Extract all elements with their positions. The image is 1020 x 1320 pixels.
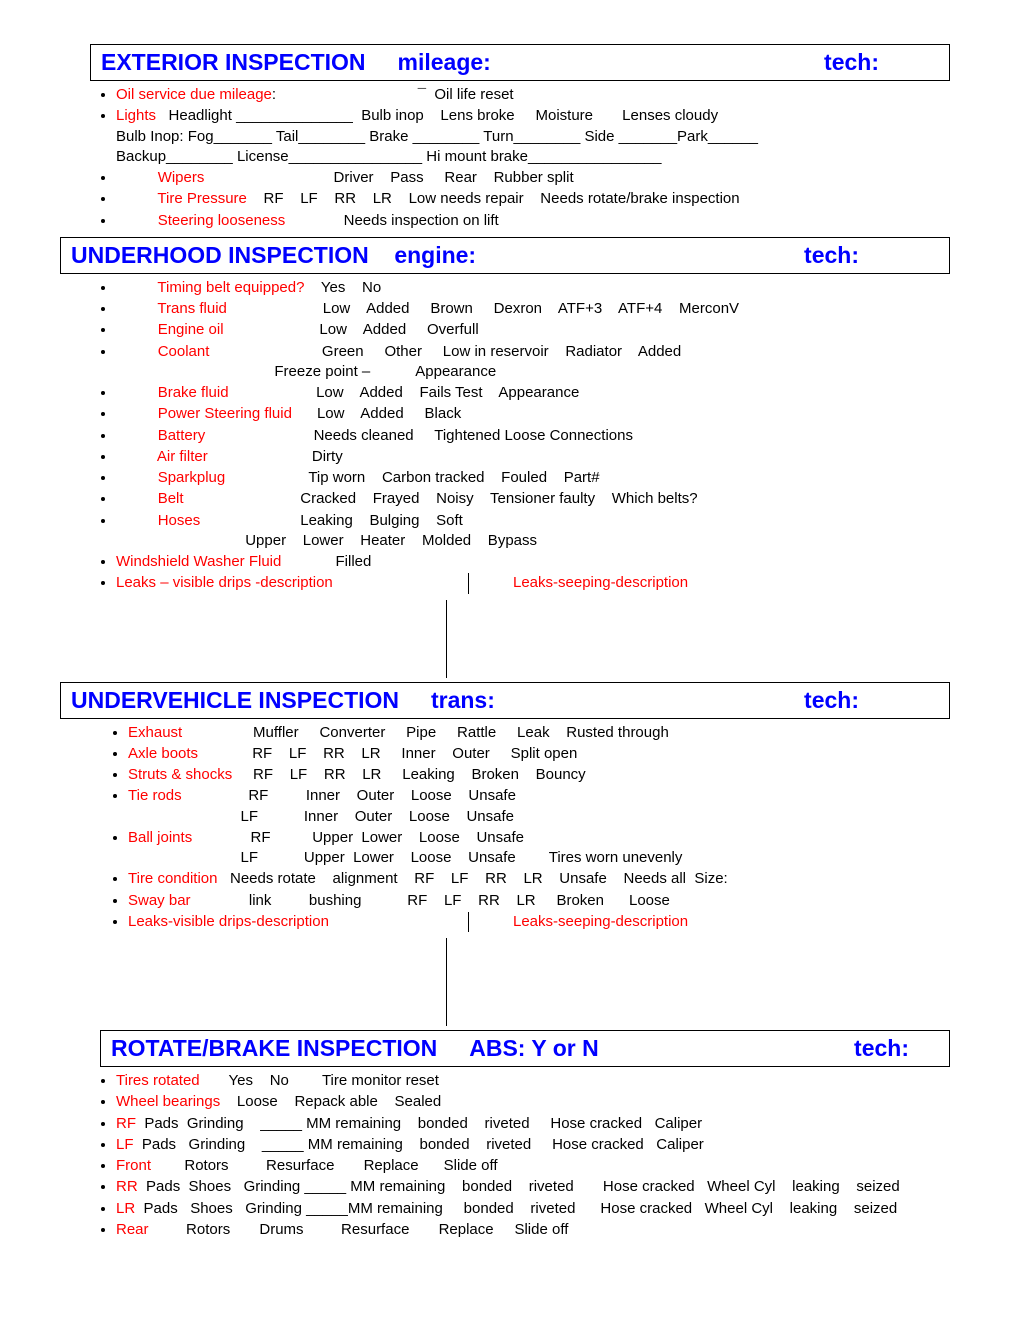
header-title: UNDERHOOD INSPECTION — [71, 242, 369, 269]
rotate-brake-inspection-header: ROTATE/BRAKE INSPECTION ABS: Y or N tech… — [100, 1030, 950, 1067]
rotate-brake-list: Tires rotated Yes No Tire monitor reset … — [70, 1071, 950, 1240]
list-item: Wheel bearings Loose Repack able Sealed — [116, 1092, 950, 1112]
header-tech: tech: — [804, 687, 939, 714]
header-tech: tech: — [804, 242, 939, 269]
list-item: Tire Pressure RF LF RR LR Low needs repa… — [116, 189, 950, 209]
list-item: Brake fluid Low Added Fails Test Appeara… — [116, 383, 950, 403]
list-item: Axle boots RF LF RR LR Inner Outer Split… — [128, 744, 950, 764]
leaks-drips-label: Leaks – visible drips -description — [116, 573, 468, 593]
list-item: Trans fluid Low Added Brown Dexron ATF+3… — [116, 299, 950, 319]
list-item: Tire condition Needs rotate alignment RF… — [128, 869, 950, 889]
leaks-drips-label: Leaks-visible drips-description — [128, 912, 468, 932]
list-item: Rear Rotors Drums Resurface Replace Slid… — [116, 1220, 950, 1240]
list-item: Hoses Leaking Bulging Soft Upper Lower H… — [116, 511, 950, 552]
header-title: ROTATE/BRAKE INSPECTION — [111, 1035, 437, 1062]
leaks-seeping-label: Leaks-seeping-description — [469, 912, 688, 932]
header-tech: tech: — [854, 1035, 939, 1062]
list-item: Belt Cracked Frayed Noisy Tensioner faul… — [116, 489, 950, 509]
header-engine: engine: — [369, 242, 476, 269]
list-item: LF Pads Grinding _____ MM remaining bond… — [116, 1135, 950, 1155]
list-item: RR Pads Shoes Grinding _____ MM remainin… — [116, 1177, 950, 1197]
list-item: Timing belt equipped? Yes No — [116, 278, 950, 298]
list-item: Leaks – visible drips -description Leaks… — [116, 573, 950, 593]
undervehicle-inspection-header: UNDERVEHICLE INSPECTION trans: tech: — [60, 682, 950, 719]
list-item: Sway bar link bushing RF LF RR LR Broken… — [128, 891, 950, 911]
exterior-inspection-header: EXTERIOR INSPECTION mileage: tech: — [90, 44, 950, 81]
list-item: Tie rods RF Inner Outer Loose Unsafe LF … — [128, 786, 950, 827]
exterior-list: Oil service due mileage: ¯ Oil life rese… — [70, 85, 950, 231]
list-item: Oil service due mileage: ¯ Oil life rese… — [116, 85, 950, 105]
list-item: Lights Headlight ______________ Bulb ino… — [116, 106, 950, 167]
header-trans: trans: — [399, 687, 495, 714]
list-item: Exhaust Muffler Converter Pipe Rattle Le… — [128, 723, 950, 743]
leaks-seeping-label: Leaks-seeping-description — [469, 573, 688, 593]
list-item: Power Steering fluid Low Added Black — [116, 404, 950, 424]
list-item: Steering looseness Needs inspection on l… — [116, 211, 950, 231]
list-item: Tires rotated Yes No Tire monitor reset — [116, 1071, 950, 1091]
header-tech: tech: — [824, 49, 939, 76]
list-item: Coolant Green Other Low in reservoir Rad… — [116, 342, 950, 383]
list-item: Engine oil Low Added Overfull — [116, 320, 950, 340]
list-item: Ball joints RF Upper Lower Loose Unsafe … — [128, 828, 950, 869]
header-abs: ABS: Y or N — [437, 1035, 598, 1062]
list-item: Sparkplug Tip worn Carbon tracked Fouled… — [116, 468, 950, 488]
list-item: Struts & shocks RF LF RR LR Leaking Brok… — [128, 765, 950, 785]
header-title: EXTERIOR INSPECTION — [101, 49, 366, 76]
divider-line — [446, 938, 950, 1026]
underhood-list: Timing belt equipped? Yes No Trans fluid… — [70, 278, 950, 594]
list-item: LR Pads Shoes Grinding _____MM remaining… — [116, 1199, 950, 1219]
divider-line — [446, 600, 950, 678]
undervehicle-list: Exhaust Muffler Converter Pipe Rattle Le… — [70, 723, 950, 933]
list-item: Front Rotors Resurface Replace Slide off — [116, 1156, 950, 1176]
header-title: UNDERVEHICLE INSPECTION — [71, 687, 399, 714]
list-item: Windshield Washer Fluid Filled — [116, 552, 950, 572]
header-mileage: mileage: — [366, 49, 491, 76]
list-item: Leaks-visible drips-description Leaks-se… — [128, 912, 950, 932]
list-item: RF Pads Grinding _____ MM remaining bond… — [116, 1114, 950, 1134]
list-item: Wipers Driver Pass Rear Rubber split — [116, 168, 950, 188]
list-item: Air filter Dirty — [116, 447, 950, 467]
underhood-inspection-header: UNDERHOOD INSPECTION engine: tech: — [60, 237, 950, 274]
list-item: Battery Needs cleaned Tightened Loose Co… — [116, 426, 950, 446]
